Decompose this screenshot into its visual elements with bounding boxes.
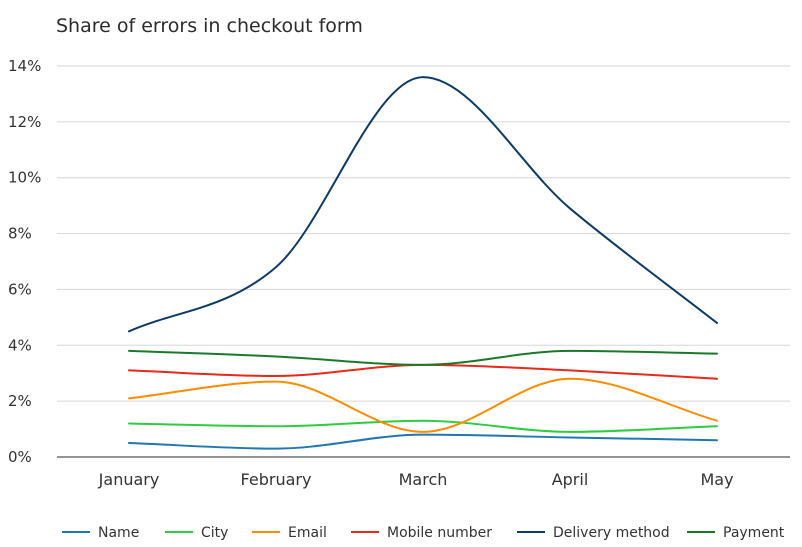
series-line-email <box>128 377 718 433</box>
x-tick-label: February <box>241 470 312 489</box>
legend-label-city: City <box>201 525 228 541</box>
chart-title: Share of errors in checkout form <box>56 15 363 37</box>
y-tick-label: 14% <box>8 57 41 75</box>
series-line-mobile-number <box>128 363 718 380</box>
x-tick-label: April <box>552 470 589 489</box>
y-axis-ticks: 0% 2% 4% 6% 8% 10% 12% 14% <box>8 57 41 466</box>
series-line-delivery-method <box>128 76 718 333</box>
y-tick-label: 4% <box>8 336 32 354</box>
x-tick-label: May <box>700 470 733 489</box>
x-tick-label: January <box>98 470 160 489</box>
series-line-city <box>128 419 718 433</box>
y-tick-label: 8% <box>8 225 32 243</box>
x-axis-ticks: January February March April May <box>98 470 734 489</box>
y-tick-label: 12% <box>8 113 41 131</box>
y-tick-label: 6% <box>8 280 32 298</box>
series-lines <box>128 76 718 450</box>
x-tick-label: March <box>399 470 448 489</box>
legend-label-delivery-method: Delivery method <box>553 525 670 541</box>
series-line-payment <box>128 349 718 366</box>
legend-label-payment: Payment <box>723 525 785 541</box>
legend-label-mobile-number: Mobile number <box>387 525 492 541</box>
legend: Name City Email Mobile number Delivery metho… <box>62 525 785 541</box>
gridlines <box>57 65 790 458</box>
y-tick-label: 10% <box>8 169 41 187</box>
series-line-name <box>128 433 718 450</box>
y-tick-label: 0% <box>8 448 32 466</box>
legend-label-email: Email <box>288 525 327 541</box>
y-tick-label: 2% <box>8 392 32 410</box>
legend-label-name: Name <box>98 525 139 541</box>
